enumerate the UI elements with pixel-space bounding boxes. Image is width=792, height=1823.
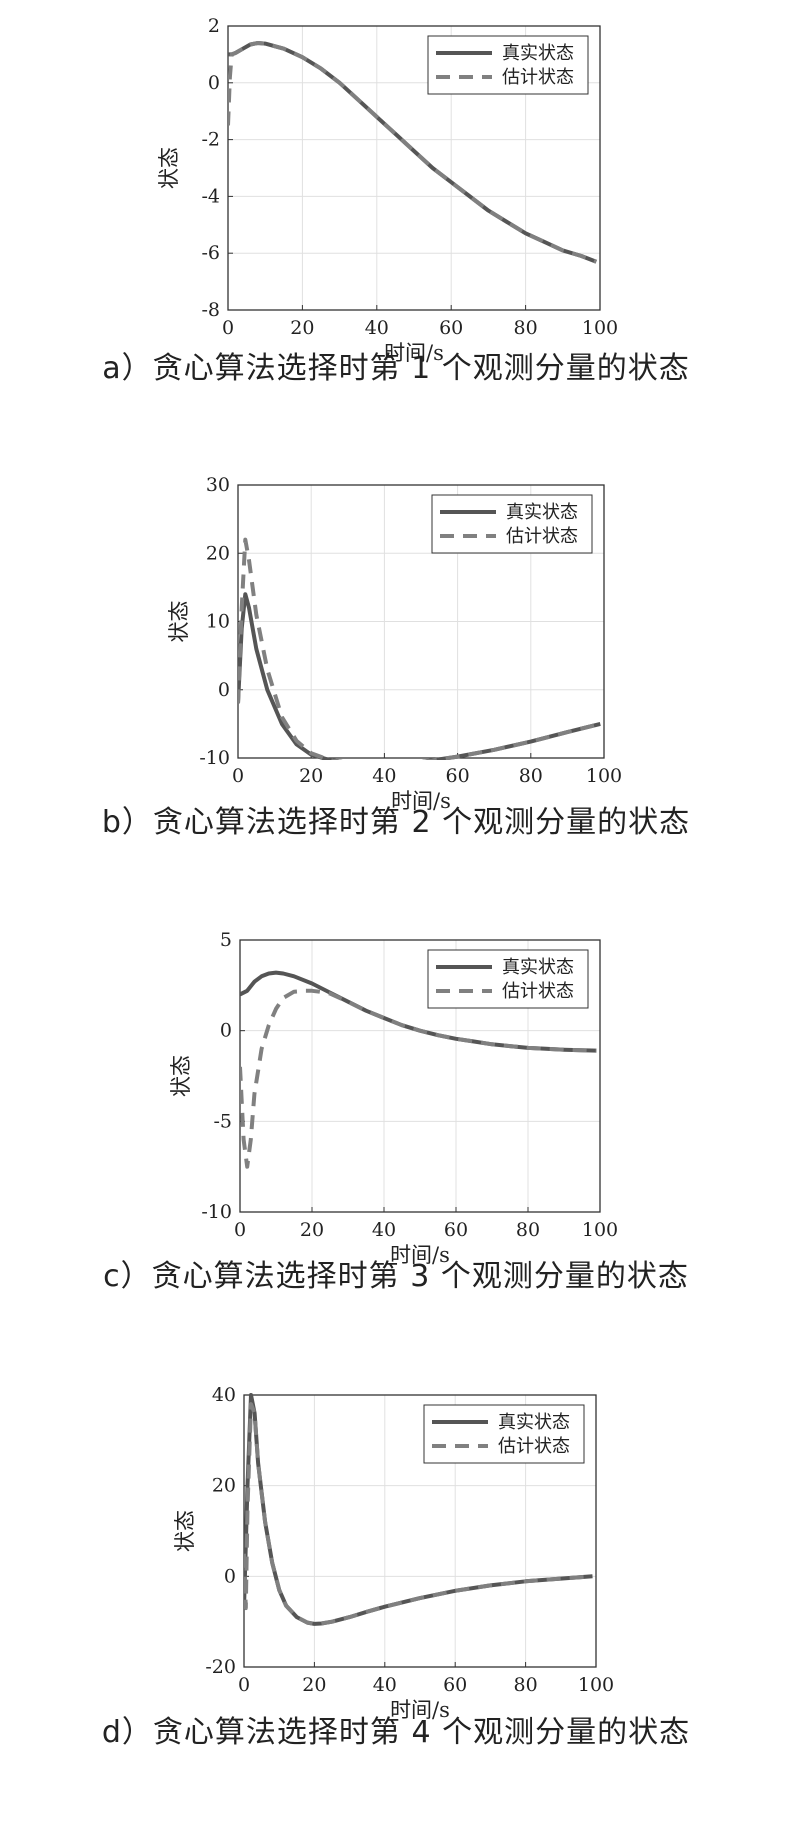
series-line-estimated-state [238, 537, 601, 760]
series-line-estimated-state [244, 1402, 593, 1626]
series-line-estimated-state [228, 41, 598, 264]
x-axis-label: 时间/s [390, 1243, 450, 1267]
y-tick-label-2: -4 [201, 185, 220, 207]
axes-box [227, 25, 601, 311]
x-tick-label-5: 100 [582, 1219, 618, 1241]
x-tick-label-1: 20 [290, 317, 314, 339]
y-tick-label-3: 40 [212, 1384, 236, 1406]
x-tick-label-5: 100 [586, 765, 622, 787]
series-line-true-state [238, 592, 601, 760]
x-tick-label-3: 60 [446, 765, 470, 787]
x-axis-label: 时间/s [391, 789, 451, 813]
y-tick-label-2: 20 [212, 1475, 236, 1497]
x-tick-label-3: 60 [439, 317, 463, 339]
legend-label-1: 估计状态 [506, 526, 578, 547]
x-tick-label-0: 0 [234, 1219, 246, 1241]
y-axis-label: 状态 [157, 147, 181, 189]
caption-c: c）贪心算法选择时第 3 个观测分量的状态 [103, 1259, 689, 1294]
legend-box [423, 1404, 585, 1464]
y-tick-label-0: -20 [205, 1656, 236, 1678]
series-line-estimated-state [240, 988, 597, 1169]
x-tick-label-1: 20 [299, 765, 323, 787]
y-tick-label-3: -2 [201, 129, 220, 151]
x-tick-label-3: 60 [443, 1674, 467, 1696]
x-tick-label-1: 20 [300, 1219, 324, 1241]
legend-label-0: 真实状态 [498, 1412, 570, 1433]
caption-b: b）贪心算法选择时第 2 个观测分量的状态 [101, 805, 691, 840]
legend-label-0: 真实状态 [506, 502, 578, 523]
x-tick-label-4: 80 [514, 317, 538, 339]
x-tick-label-0: 0 [222, 317, 234, 339]
y-tick-label-1: 0 [218, 679, 230, 701]
legend-label-1: 估计状态 [502, 67, 574, 88]
x-tick-label-2: 40 [372, 765, 396, 787]
y-tick-label-3: 20 [206, 542, 230, 564]
y-tick-label-0: -10 [201, 1201, 232, 1223]
x-tick-label-4: 80 [514, 1674, 538, 1696]
x-tick-label-4: 80 [516, 1219, 540, 1241]
x-tick-label-2: 40 [365, 317, 389, 339]
y-axis-label: 状态 [167, 601, 191, 643]
x-axis-label: 时间/s [384, 341, 444, 365]
x-tick-label-2: 40 [373, 1674, 397, 1696]
y-tick-label-2: 0 [220, 1020, 232, 1042]
chart-panel-a: 0 20 40 60 80 100 -8 -6 -4 -2 0 2 时间/s 状态 真实状态估计状态 a）贪… [0, 0, 792, 395]
x-tick-label-0: 0 [238, 1674, 250, 1696]
chart-panel-d: 0 20 40 60 80 100 -20 0 20 40 时间/s 状态 真实状态 估计状态 d）贪心算… [0, 1365, 792, 1805]
x-tick-label-1: 20 [302, 1674, 326, 1696]
y-tick-label-5: 2 [208, 15, 220, 37]
y-tick-label-2: 10 [206, 611, 230, 633]
y-tick-label-1: 0 [224, 1565, 236, 1587]
legend-label-0: 真实状态 [502, 43, 574, 64]
x-tick-label-3: 60 [444, 1219, 468, 1241]
legend-label-1: 估计状态 [502, 981, 574, 1002]
chart-panel-c: 0 20 40 60 80 100 -10 -5 0 5 时间/s 状态 真实状态估计状态 c）贪心算法… [0, 910, 792, 1305]
caption-a: a）贪心算法选择时第 1 个观测分量的状态 [102, 351, 690, 386]
y-axis-label: 状态 [169, 1055, 193, 1097]
legend-box [431, 494, 593, 554]
x-tick-label-5: 100 [578, 1674, 614, 1696]
x-tick-label-0: 0 [232, 765, 244, 787]
legend-box [427, 35, 589, 95]
y-tick-label-4: 0 [208, 72, 220, 94]
y-tick-label-1: -5 [213, 1110, 232, 1132]
y-tick-label-3: 5 [220, 929, 232, 951]
x-tick-label-2: 40 [372, 1219, 396, 1241]
y-tick-label-0: -8 [201, 299, 220, 321]
y-tick-label-0: -10 [199, 747, 230, 769]
x-axis-label: 时间/s [390, 1698, 450, 1722]
legend-label-1: 估计状态 [498, 1436, 570, 1457]
x-tick-label-4: 80 [519, 765, 543, 787]
legend-box [427, 949, 589, 1009]
y-tick-label-4: 30 [206, 474, 230, 496]
chart-panel-b: 0 20 40 60 80 100 -10 0 10 20 30 时间/s 状态 真实状态 估计状态 b）贪… [0, 455, 792, 850]
y-axis-label: 状态 [173, 1510, 197, 1552]
caption-d: d）贪心算法选择时第 4 个观测分量的状态 [101, 1715, 691, 1750]
legend-label-0: 真实状态 [502, 957, 574, 978]
axes-box [243, 1394, 597, 1668]
x-tick-label-5: 100 [582, 317, 618, 339]
y-tick-label-1: -6 [201, 242, 220, 264]
